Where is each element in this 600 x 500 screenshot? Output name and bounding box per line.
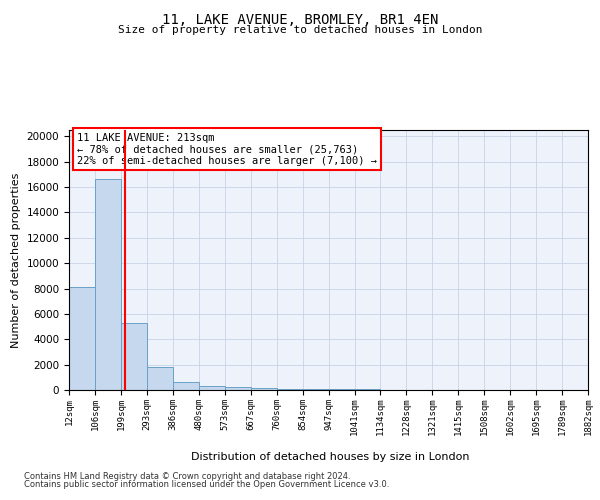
Bar xyxy=(147,367,173,390)
Bar xyxy=(173,382,199,390)
Text: Contains public sector information licensed under the Open Government Licence v3: Contains public sector information licen… xyxy=(24,480,389,489)
Bar xyxy=(302,389,329,390)
Bar xyxy=(251,388,277,390)
Bar xyxy=(69,288,95,390)
Text: Size of property relative to detached houses in London: Size of property relative to detached ho… xyxy=(118,25,482,35)
Text: Distribution of detached houses by size in London: Distribution of detached houses by size … xyxy=(191,452,469,462)
Text: Contains HM Land Registry data © Crown copyright and database right 2024.: Contains HM Land Registry data © Crown c… xyxy=(24,472,350,481)
Text: 11, LAKE AVENUE, BROMLEY, BR1 4EN: 11, LAKE AVENUE, BROMLEY, BR1 4EN xyxy=(162,12,438,26)
Bar xyxy=(224,387,251,390)
Bar xyxy=(277,388,302,390)
Y-axis label: Number of detached properties: Number of detached properties xyxy=(11,172,21,348)
Bar xyxy=(199,386,224,390)
Text: 11 LAKE AVENUE: 213sqm
← 78% of detached houses are smaller (25,763)
22% of semi: 11 LAKE AVENUE: 213sqm ← 78% of detached… xyxy=(77,132,377,166)
Bar xyxy=(95,180,121,390)
Bar xyxy=(121,323,147,390)
